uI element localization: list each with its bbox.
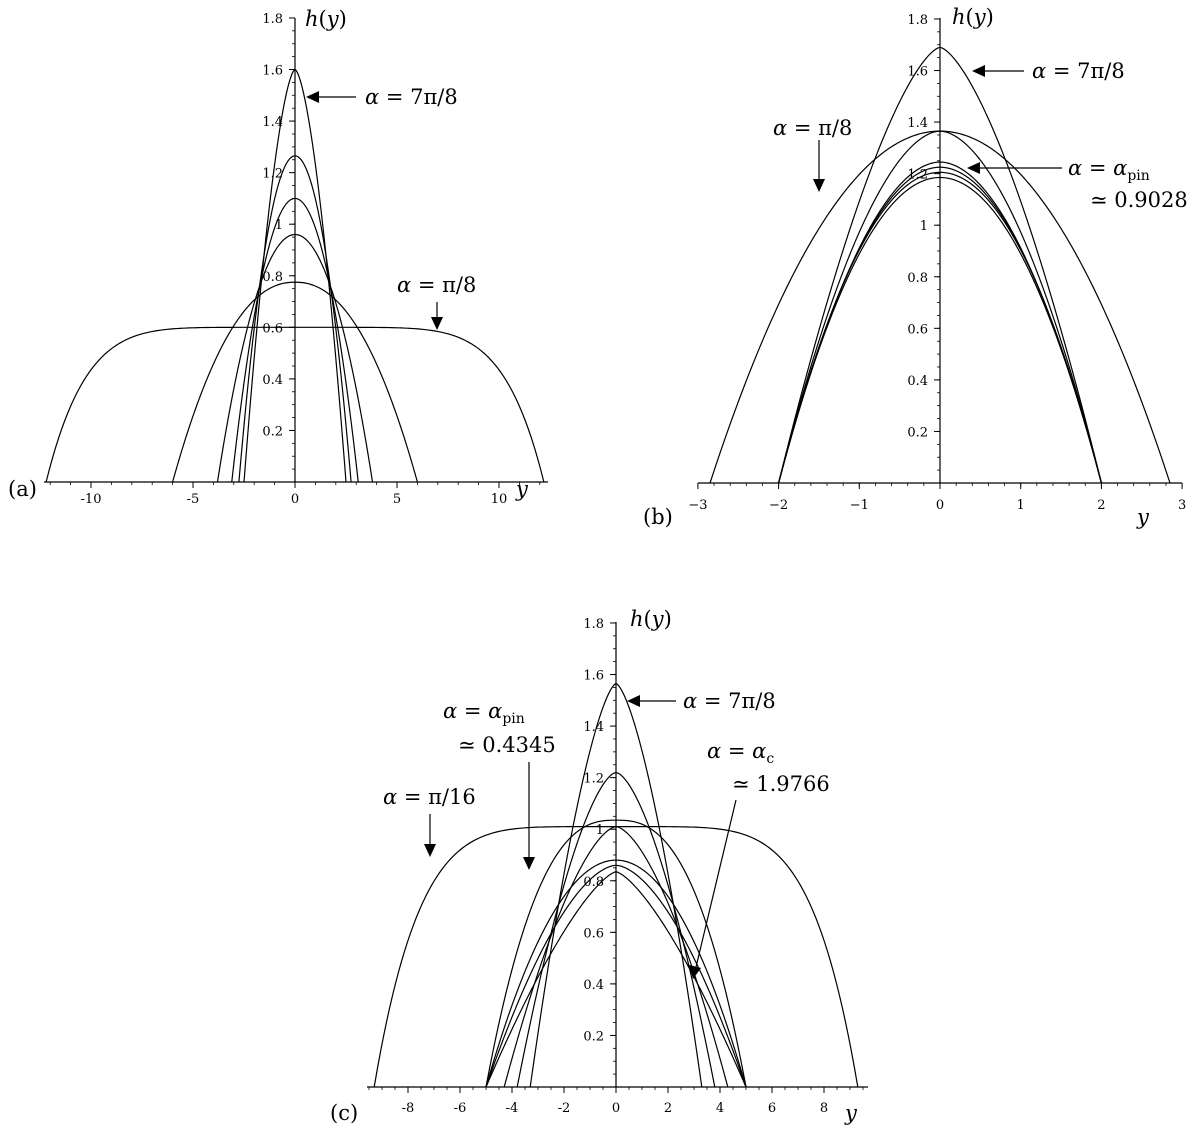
panel-a-y-tick-label: 0.8: [262, 270, 283, 285]
panel-b-y-tick-label: 0.8: [907, 271, 928, 286]
panel-a-label: (a): [8, 477, 37, 501]
panel-c-ylabel: h(y): [630, 607, 672, 631]
panel-c-x-tick-label: -6: [454, 1101, 467, 1116]
panel-c-y-tick-label: 0.8: [583, 875, 604, 890]
panel-b-x-tick-label: 0: [936, 498, 944, 513]
panel-c-x-tick-label: -8: [402, 1101, 415, 1116]
panel-b-y-tick-label: 1.8: [907, 13, 928, 28]
panel-b-y-tick-label: 1.4: [907, 116, 928, 131]
panel-b-annotation-alphapin-text: α = αpin: [1068, 156, 1150, 184]
panel-c-annotation-alphac-value: ≃ 1.9766: [732, 772, 830, 796]
panel-c-x-tick-label: -4: [506, 1101, 519, 1116]
panel-c: -8 -6 -4 -2 0 2 4 6 8 0.2 0.4 0.6 0.8 1 1.2 1.4 1.6 1.8 (…: [330, 607, 868, 1125]
panel-c-annotation-alphapin: α = αpin ≃ 0.4345: [443, 699, 556, 870]
panel-b-y-tick-label: 1: [920, 219, 928, 234]
panel-a-x-tick-label: -5: [187, 492, 200, 507]
panel-c-annotation-alphac: α = αc ≃ 1.9766: [689, 739, 830, 979]
panel-c-x-tick-label: 8: [820, 1101, 828, 1116]
panel-c-label: (c): [330, 1101, 358, 1125]
panel-b-y-tick-label: 0.2: [907, 425, 928, 440]
panel-a-x-tick-label: 5: [393, 492, 401, 507]
panel-a-xlabel: y: [515, 477, 529, 501]
panel-b-axes: −3 −2 −1 0 1 2 3 0.2 0.4 0.6 0.8 1 1.2 1.4 1.6 1.8: [688, 13, 1186, 513]
panel-c-xlabel: y: [844, 1101, 858, 1125]
panel-a-y-tick-label: 1.8: [262, 12, 283, 27]
panel-b-annotation-alphapin-value: ≃ 0.9028: [1090, 188, 1188, 212]
panel-a-axes: -10 -5 0 5 10 0.2 0.4 0.6 0.8 1 1.2 1.4 1.6 1.8: [44, 12, 548, 507]
panel-c-x-tick-label: 4: [716, 1101, 724, 1116]
panel-b-ylabel: h(y): [952, 5, 994, 29]
panel-c-y-tick-label: 0.6: [583, 926, 604, 941]
panel-b-xlabel: y: [1136, 505, 1150, 529]
panel-b-x-tick-label: −3: [688, 498, 707, 513]
panel-a-annotation-pi8-text: α = π/8: [397, 273, 476, 297]
panel-c-x-tick-label: 0: [612, 1101, 620, 1116]
panel-c-annotation-pi16: α = π/16: [383, 785, 476, 857]
panel-c-annotation-alphapin-text: α = αpin: [443, 699, 525, 727]
panel-b-annotation-7pi8: α = 7π/8: [972, 59, 1125, 83]
panel-c-annotation-7pi8-text: α = 7π/8: [683, 689, 776, 713]
panel-b-x-tick-label: 2: [1097, 498, 1105, 513]
panel-c-annotation-alphapin-value: ≃ 0.4345: [458, 733, 556, 757]
panel-c-y-tick-label: 1: [596, 823, 604, 838]
panel-b-annotation-pi8: α = π/8: [773, 116, 852, 192]
panel-b-y-tick-label: 0.4: [907, 374, 928, 389]
panel-a-y-tick-label: 1: [275, 218, 283, 233]
panel-c-annotation-pi16-text: α = π/16: [383, 785, 476, 809]
panel-a-x-tick-label: -10: [81, 492, 102, 507]
panel-b-annotation-pi8-text: α = π/8: [773, 116, 852, 140]
panel-a-y-tick-label: 1.6: [262, 64, 283, 79]
panel-c-axes: -8 -6 -4 -2 0 2 4 6 8 0.2 0.4 0.6 0.8 1 1.2 1.4 1.6 1.8: [367, 617, 868, 1116]
panel-a-y-tick-label: 1.2: [262, 167, 283, 182]
panel-a-x-tick-label: 10: [491, 492, 508, 507]
panel-c-annotation-alphac-text: α = αc: [707, 739, 774, 767]
panel-c-x-tick-label: 6: [768, 1101, 776, 1116]
panel-b-x-tick-label: −2: [769, 498, 788, 513]
panel-a-y-tick-label: 1.4: [262, 115, 283, 130]
panel-c-y-tick-label: 0.4: [583, 978, 604, 993]
panel-c-y-tick-label: 0.2: [583, 1029, 604, 1044]
panel-b-x-tick-label: 3: [1178, 498, 1186, 513]
panel-a-y-tick-label: 0.2: [262, 424, 283, 439]
panel-b-x-tick-label: −1: [850, 498, 869, 513]
panel-c-y-tick-label: 1.6: [583, 669, 604, 684]
panel-c-x-tick-label: 2: [664, 1101, 672, 1116]
panel-c-x-tick-label: -2: [558, 1101, 571, 1116]
panel-b-x-tick-label: 1: [1017, 498, 1025, 513]
panel-a-x-tick-label: 0: [291, 492, 299, 507]
panel-a-y-tick-label: 0.4: [262, 373, 283, 388]
panel-a-ylabel: h(y): [305, 7, 347, 31]
panel-a-y-tick-label: 0.6: [262, 321, 283, 336]
panel-c-y-tick-label: 1.4: [583, 720, 604, 735]
panel-b: −3 −2 −1 0 1 2 30.20.40.60.811.21.41.61.8 (b) …: [643, 5, 1188, 529]
panel-c-y-tick-label: 1.2: [583, 772, 604, 787]
panel-c-y-tick-label: 1.8: [583, 617, 604, 632]
panel-b-annotation-alphapin: α = αpin ≃ 0.9028: [967, 156, 1188, 212]
panel-a: -10 -5 0 5 10 0.2 0.4 0.6 0.8 1 1.2 1.4 1.6 1.8 (a) y…: [8, 7, 548, 507]
panel-b-annotation-7pi8-text: α = 7π/8: [1032, 59, 1125, 83]
panel-b-label: (b): [643, 505, 673, 529]
panel-a-annotation-7pi8: α = 7π/8: [306, 85, 458, 109]
panel-a-annotation-pi8: α = π/8: [397, 273, 476, 330]
panel-b-y-tick-label: 0.6: [907, 322, 928, 337]
panel-a-annotation-7pi8-text: α = 7π/8: [365, 85, 458, 109]
panel-b-y-tick-label: 1.2: [907, 168, 928, 183]
panel-b-y-tick-label: 1.6: [907, 65, 928, 80]
panel-c-annotation-7pi8: α = 7π/8: [627, 689, 776, 713]
